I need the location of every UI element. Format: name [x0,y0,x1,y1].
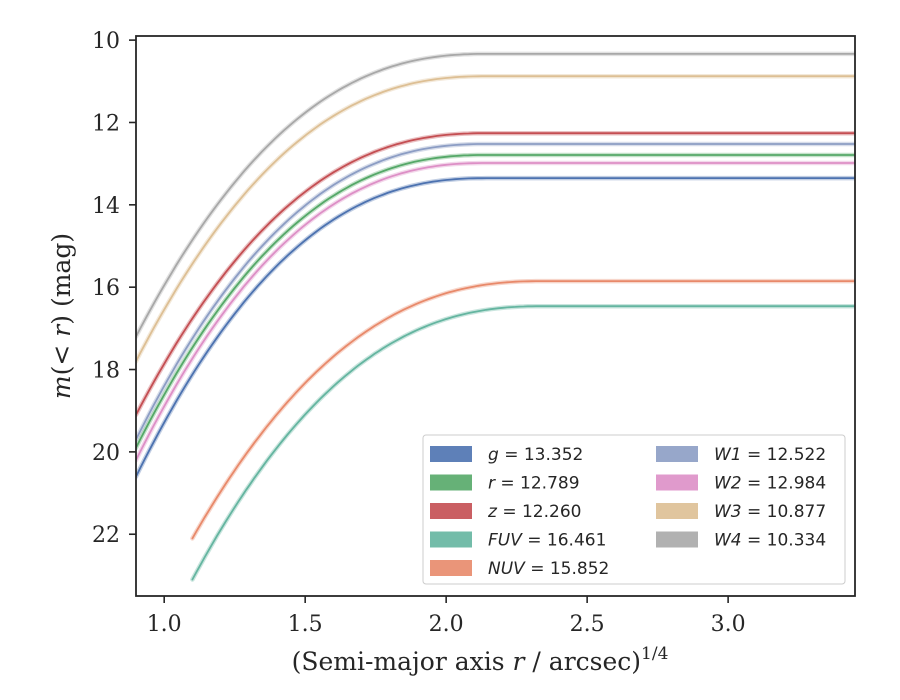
x-tick-label: 1.5 [288,612,323,637]
y-axis-label: m(< r) (mag) [47,233,76,399]
series-line-w3 [136,75,855,363]
curves-group [136,51,855,582]
series-line-r [136,154,855,449]
legend: g = 13.352 r = 12.789 z = 12.260 FUV = 16.4… [422,434,846,585]
x-tick-label: 2.5 [570,612,605,637]
legend-swatch-w4 [656,531,698,548]
series-line-w1 [136,143,855,441]
plot-frame [135,35,856,597]
y-tick-label: 20 [92,441,120,466]
legend-swatch-w3 [656,503,698,519]
series-line-w2 [136,162,855,461]
y-tick-label: 14 [92,194,120,219]
x-axis-label: (Semi-major axis r / arcsec)1/4 [292,644,669,676]
y-tick-label: 22 [92,523,120,548]
y-axis-ticks: 10 12 14 16 18 20 22 [92,29,136,548]
y-tick-label: 18 [92,359,120,384]
series-line-fuv [191,305,855,581]
legend-box [422,434,846,585]
y-tick-label: 10 [92,29,120,54]
legend-swatch-z [430,503,472,519]
series-line-z [136,132,855,416]
legend-label-w1: W1 = 12.522 [714,445,826,465]
legend-swatch-g [430,446,472,462]
legend-label-w2: W2 = 12.984 [714,474,826,494]
legend-label-r: r = 12.789 [488,474,580,494]
series-line-w4 [136,53,855,338]
legend-label-w3: W3 = 10.877 [714,502,826,522]
legend-swatch-fuv [430,531,472,548]
x-tick-label: 2.0 [429,612,464,637]
legend-label-g: g = 13.352 [488,445,583,465]
x-axis-ticks: 1.0 1.5 2.0 2.5 3.0 [147,596,746,637]
legend-swatch-nuv [430,560,472,576]
legend-swatch-r [430,474,472,491]
legend-swatch-w1 [656,446,698,462]
x-tick-label: 3.0 [711,612,746,637]
series-line-nuv [191,280,855,540]
legend-label-fuv: FUV = 16.461 [488,531,606,551]
series-line-g [136,177,855,478]
y-tick-label: 16 [92,276,120,301]
legend-label-w4: W4 = 10.334 [714,531,826,551]
legend-label-z: z = 12.260 [487,502,581,522]
legend-swatch-w2 [656,474,698,491]
legend-label-nuv: NUV = 15.852 [488,559,609,579]
y-tick-label: 12 [92,111,120,136]
x-tick-label: 1.0 [147,612,182,637]
